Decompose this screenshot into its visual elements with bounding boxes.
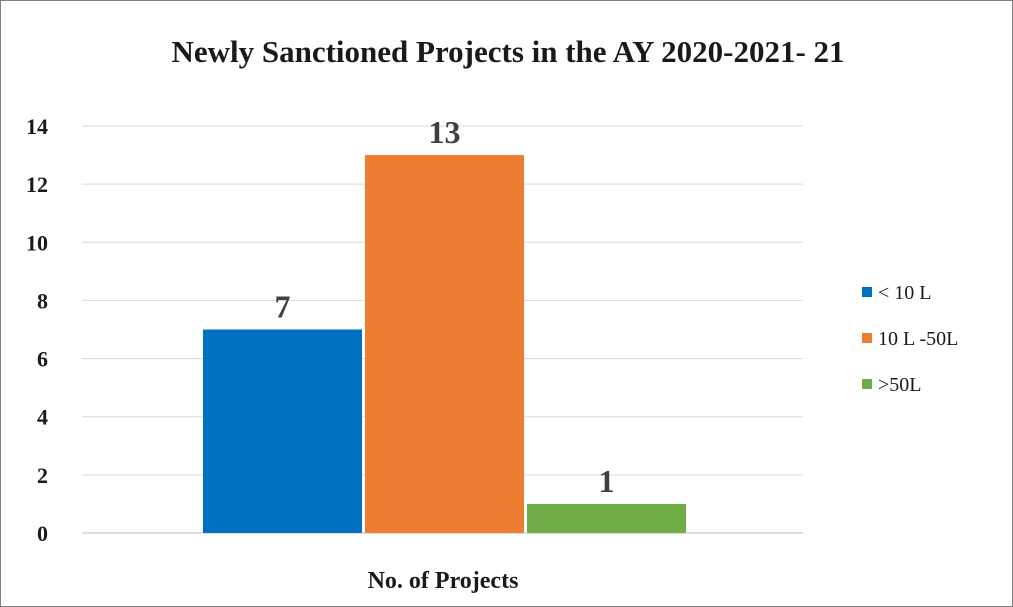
- y-tick-label: 10: [26, 230, 48, 255]
- legend-label: >50L: [878, 374, 922, 396]
- y-tick-label: 8: [37, 288, 48, 313]
- legend-swatch: [862, 333, 872, 343]
- bar: [203, 329, 362, 533]
- legend-label: < 10 L: [878, 282, 932, 304]
- x-axis-label: No. of Projects: [368, 568, 519, 594]
- data-labels: 7 13 1: [275, 114, 615, 499]
- y-tick-label: 0: [37, 521, 48, 546]
- legend: < 10 L 10 L -50L >50L: [862, 282, 958, 396]
- data-label: 13: [429, 114, 461, 150]
- bars: [203, 155, 686, 534]
- y-tick-label: 6: [37, 347, 48, 372]
- y-tick-label: 14: [26, 114, 48, 139]
- legend-label: 10 L -50L: [878, 328, 958, 350]
- bar: [527, 503, 686, 533]
- y-axis: 0 2 4 6 8 10 12 14: [26, 114, 48, 546]
- chart-title: Newly Sanctioned Projects in the AY 2020…: [171, 34, 844, 69]
- legend-swatch: [862, 287, 872, 297]
- y-tick-label: 12: [26, 172, 48, 197]
- y-tick-label: 4: [37, 405, 48, 430]
- bar: [365, 155, 524, 534]
- data-label: 7: [275, 289, 291, 325]
- y-tick-label: 2: [37, 463, 48, 488]
- legend-swatch: [862, 379, 872, 389]
- data-label: 1: [599, 463, 615, 499]
